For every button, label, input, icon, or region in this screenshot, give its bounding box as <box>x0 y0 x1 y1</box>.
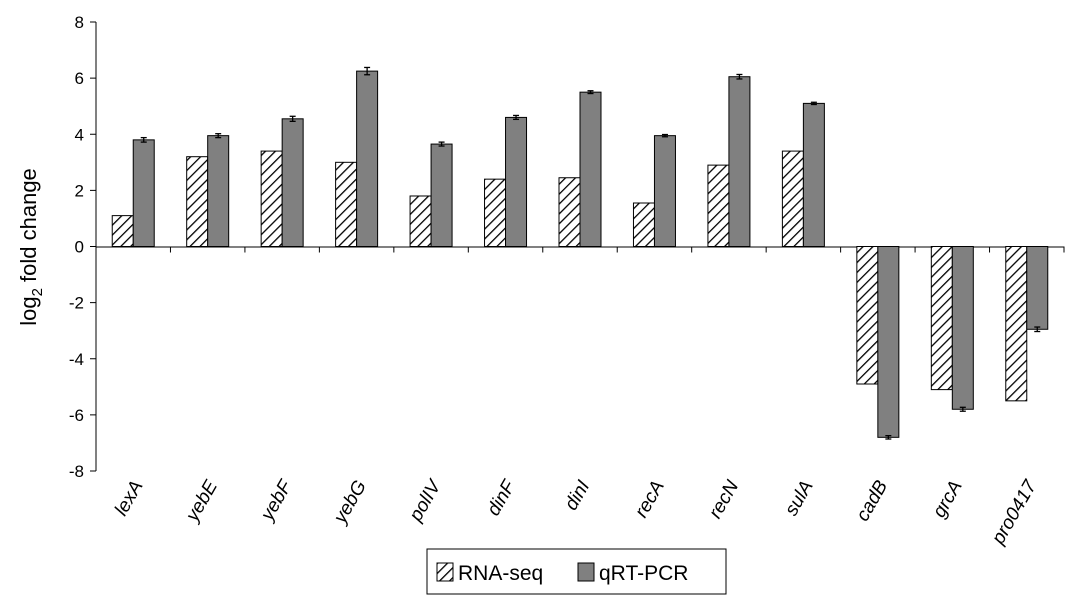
error-bar-qrt-pcr-sula <box>810 101 817 106</box>
bar-qrt-pcr-dinf <box>505 116 528 247</box>
y-tick-label: 4 <box>75 125 84 144</box>
bar-qrt-pcr-cadb <box>877 246 900 438</box>
legend-box <box>426 548 727 595</box>
bar-qrt-pcr-lexa <box>132 139 155 247</box>
bar-rna-seq-yebf <box>260 150 283 247</box>
error-bar-qrt-pcr-lexa <box>140 136 147 143</box>
legend-swatch-rna-seq <box>436 562 454 582</box>
x-category-label-dini: dinI <box>561 476 595 514</box>
x-category-label-poliv: polIV <box>405 475 447 526</box>
legend-label-qrt-pcr: qRT-PCR <box>599 562 688 585</box>
legend: RNA-seq qRT-PCR <box>426 548 727 595</box>
bar-rna-seq-poliv <box>409 195 432 248</box>
error-bar-qrt-pcr-reca <box>661 133 668 138</box>
y-tick-label: -6 <box>69 406 84 425</box>
y-tick-label: 0 <box>75 238 84 257</box>
y-tick-label: -8 <box>69 462 84 481</box>
x-category-label-cadb: cadB <box>852 477 892 525</box>
bar-rna-seq-grca <box>930 246 953 391</box>
x-category-label-grca: grcA <box>929 477 967 521</box>
bar-qrt-pcr-recn <box>728 76 751 247</box>
bar-qrt-pcr-poliv <box>430 143 453 247</box>
x-category-label-sula: sulA <box>781 477 818 520</box>
x-category-label-reca: recA <box>631 477 669 521</box>
y-axis-title: log2 fold change <box>16 168 46 326</box>
bar-rna-seq-sula <box>781 150 804 247</box>
bar-qrt-pcr-pro0417 <box>1026 246 1049 330</box>
bar-qrt-pcr-sula <box>802 102 825 247</box>
bar-rna-seq-yebg <box>335 161 358 247</box>
error-bar-qrt-pcr-recn <box>736 73 743 80</box>
y-tick-label: 6 <box>75 69 84 88</box>
error-bar-qrt-pcr-yebg <box>364 66 371 76</box>
bar-qrt-pcr-reca <box>653 135 676 247</box>
x-category-label-pro0417: pro0417 <box>988 476 1042 549</box>
y-tick-label: 8 <box>75 13 84 32</box>
y-axis-title-subscript: 2 <box>29 288 46 296</box>
error-bar-qrt-pcr-grca <box>959 406 966 412</box>
bar-qrt-pcr-yebf <box>281 118 304 247</box>
y-tick-label: -2 <box>69 294 84 313</box>
x-category-label-lexa: lexA <box>111 477 148 520</box>
bar-rna-seq-dini <box>558 177 581 247</box>
y-tick-label: 2 <box>75 181 84 200</box>
bar-qrt-pcr-grca <box>951 246 974 410</box>
bar-rna-seq-reca <box>632 202 655 248</box>
error-bar-qrt-pcr-dini <box>587 90 594 95</box>
error-bar-qrt-pcr-cadb <box>885 434 892 440</box>
bar-qrt-pcr-yebg <box>356 70 379 247</box>
error-bar-qrt-pcr-yebe <box>215 133 222 139</box>
y-axis-title-rest: fold change <box>16 168 41 288</box>
legend-swatch-qrt-pcr <box>577 562 595 582</box>
error-bar-qrt-pcr-poliv <box>438 141 445 147</box>
bar-rna-seq-recn <box>707 164 730 247</box>
y-axis-title-base: log <box>16 296 41 325</box>
x-category-label-recn: recN <box>705 477 743 522</box>
bar-rna-seq-lexa <box>111 215 134 248</box>
bar-rna-seq-dinf <box>484 178 507 247</box>
error-bar-qrt-pcr-dinf <box>513 114 520 121</box>
x-category-label-dinf: dinF <box>483 476 520 520</box>
x-category-label-yebe: yebE <box>181 477 222 527</box>
bar-qrt-pcr-yebe <box>207 135 230 247</box>
bar-rna-seq-pro0417 <box>1005 246 1028 402</box>
error-bar-qrt-pcr-pro0417 <box>1034 326 1041 333</box>
bar-qrt-pcr-dini <box>579 91 602 247</box>
bar-rna-seq-yebe <box>186 156 209 247</box>
x-category-label-yebg: yebG <box>329 477 371 529</box>
y-tick-label: -4 <box>69 350 84 369</box>
legend-label-rna-seq: RNA-seq <box>458 562 543 585</box>
x-category-label-yebf: yebF <box>256 476 297 526</box>
error-bar-qrt-pcr-yebf <box>289 115 296 122</box>
bar-rna-seq-cadb <box>856 246 879 385</box>
